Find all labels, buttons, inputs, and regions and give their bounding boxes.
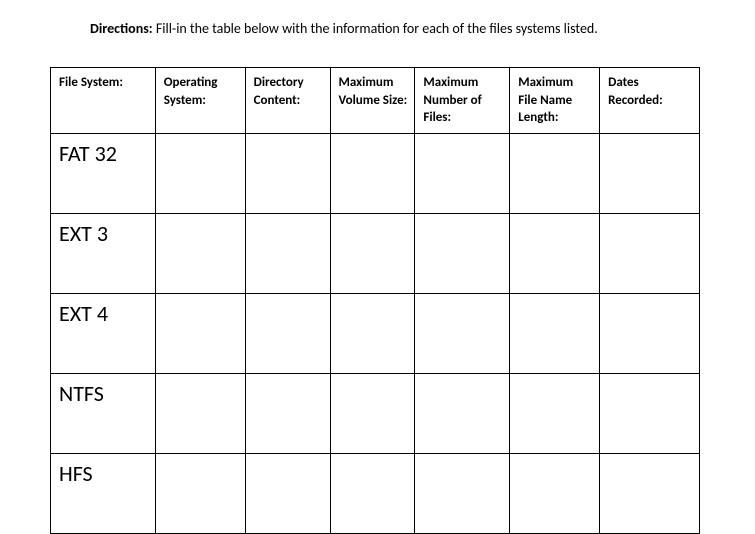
table-row: FAT 32: [51, 133, 700, 213]
cell-input[interactable]: [600, 133, 700, 213]
cell-input[interactable]: [155, 213, 245, 293]
cell-input[interactable]: [415, 213, 510, 293]
cell-input[interactable]: [245, 453, 330, 533]
cell-input[interactable]: [245, 213, 330, 293]
filesystem-table: File System: Operating System: Directory…: [50, 67, 700, 534]
cell-input[interactable]: [415, 293, 510, 373]
directions-text: Fill-in the table below with the informa…: [153, 20, 598, 37]
col-header-filesystem: File System:: [51, 68, 156, 134]
cell-input[interactable]: [245, 133, 330, 213]
cell-input[interactable]: [330, 373, 415, 453]
table-row: EXT 3: [51, 213, 700, 293]
col-header-os: Operating System:: [155, 68, 245, 134]
cell-input[interactable]: [245, 293, 330, 373]
row-label-ext4: EXT 4: [51, 293, 156, 373]
cell-input[interactable]: [330, 133, 415, 213]
directions-label: Directions:: [90, 20, 153, 37]
cell-input[interactable]: [415, 133, 510, 213]
cell-input[interactable]: [155, 293, 245, 373]
cell-input[interactable]: [155, 373, 245, 453]
row-label-hfs: HFS: [51, 453, 156, 533]
row-label-ntfs: NTFS: [51, 373, 156, 453]
col-header-max-files: Maximum Number of Files:: [415, 68, 510, 134]
col-header-directory: Directory Content:: [245, 68, 330, 134]
cell-input[interactable]: [600, 213, 700, 293]
table-row: HFS: [51, 453, 700, 533]
cell-input[interactable]: [510, 453, 600, 533]
col-header-max-volume: Maximum Volume Size:: [330, 68, 415, 134]
cell-input[interactable]: [415, 373, 510, 453]
col-header-dates-recorded: Dates Recorded:: [600, 68, 700, 134]
table-row: NTFS: [51, 373, 700, 453]
cell-input[interactable]: [415, 453, 510, 533]
cell-input[interactable]: [155, 133, 245, 213]
cell-input[interactable]: [330, 293, 415, 373]
col-header-max-filename: Maximum File Name Length:: [510, 68, 600, 134]
cell-input[interactable]: [330, 453, 415, 533]
cell-input[interactable]: [510, 213, 600, 293]
table-row: EXT 4: [51, 293, 700, 373]
table-header-row: File System: Operating System: Directory…: [51, 68, 700, 134]
cell-input[interactable]: [155, 453, 245, 533]
directions-line: Directions: Fill-in the table below with…: [90, 20, 715, 37]
row-label-fat32: FAT 32: [51, 133, 156, 213]
cell-input[interactable]: [600, 293, 700, 373]
cell-input[interactable]: [600, 373, 700, 453]
row-label-ext3: EXT 3: [51, 213, 156, 293]
cell-input[interactable]: [510, 293, 600, 373]
cell-input[interactable]: [330, 213, 415, 293]
cell-input[interactable]: [600, 453, 700, 533]
cell-input[interactable]: [510, 373, 600, 453]
cell-input[interactable]: [245, 373, 330, 453]
cell-input[interactable]: [510, 133, 600, 213]
